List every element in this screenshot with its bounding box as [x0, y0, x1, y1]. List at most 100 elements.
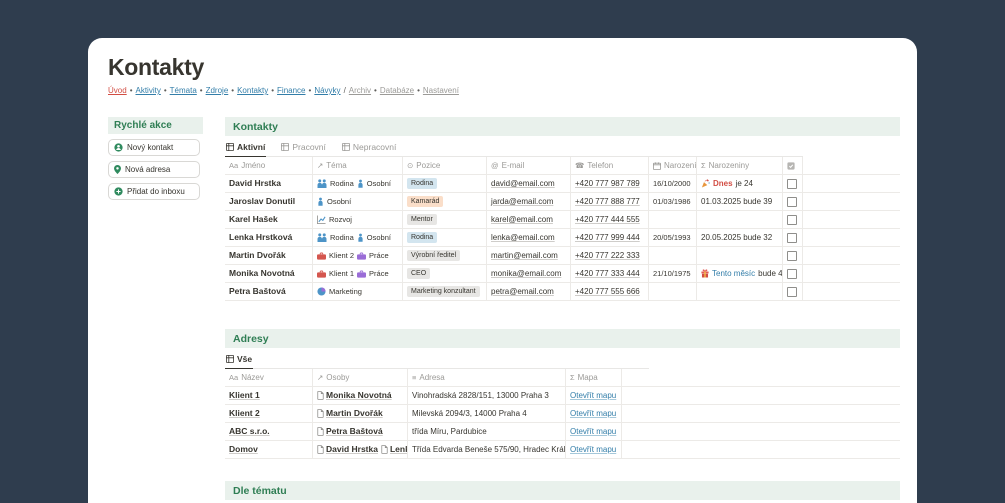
column-header[interactable]: Aa Název	[225, 369, 313, 386]
contact-tema-cell[interactable]: Rodina Osobní	[313, 175, 403, 192]
address-text-cell[interactable]: třída Míru, Pardubice	[408, 423, 566, 440]
breadcrumb-link[interactable]: Aktivity	[135, 86, 161, 95]
address-text-cell[interactable]: Milevská 2094/3, 14000 Praha 4	[408, 405, 566, 422]
checkbox-unchecked[interactable]	[787, 232, 797, 243]
person-link[interactable]: Monika Novotná	[317, 390, 392, 401]
column-header[interactable]: ↗ Osoby	[313, 369, 408, 386]
checkbox-unchecked[interactable]	[787, 196, 797, 207]
contact-birth-cell[interactable]: 21/10/1975	[649, 265, 697, 282]
contact-pozice-cell[interactable]: Výrobní ředitel	[403, 247, 487, 264]
column-header[interactable]: ☎ Telefon	[571, 157, 649, 174]
breadcrumb-link[interactable]: Nastavení	[422, 86, 459, 95]
contact-pozice-cell[interactable]: Rodina	[403, 229, 487, 246]
contact-birth-cell[interactable]	[649, 247, 697, 264]
contact-checkbox-cell[interactable]	[783, 247, 803, 264]
contact-checkbox-cell[interactable]	[783, 265, 803, 282]
contact-birth-cell[interactable]: 01/03/1986	[649, 193, 697, 210]
checkbox-unchecked[interactable]	[787, 214, 797, 225]
contact-birthday-cell[interactable]	[697, 247, 783, 264]
contact-email-cell[interactable]: karel@email.com	[487, 211, 571, 228]
contact-name-cell[interactable]: David Hrstka	[225, 175, 313, 192]
address-people-cell[interactable]: David Hrstka Lenka Hrstková	[313, 441, 408, 458]
contact-phone-cell[interactable]: +420 777 333 444	[571, 265, 649, 282]
contact-checkbox-cell[interactable]	[783, 211, 803, 228]
contact-name-cell[interactable]: Martin Dvořák	[225, 247, 313, 264]
contact-phone-cell[interactable]: +420 777 222 333	[571, 247, 649, 264]
contact-tema-cell[interactable]: Osobní	[313, 193, 403, 210]
open-map-link[interactable]: Otevřít mapu	[570, 409, 617, 418]
contact-email-cell[interactable]: lenka@email.com	[487, 229, 571, 246]
contact-tema-cell[interactable]: Klient 2 Práce	[313, 247, 403, 264]
person-link[interactable]: Lenka Hrstková	[381, 444, 407, 455]
contact-name-cell[interactable]: Karel Hašek	[225, 211, 313, 228]
contact-name-cell[interactable]: Jaroslav Donutil	[225, 193, 313, 210]
contact-birthday-cell[interactable]: Tento měsíc bude 49	[697, 265, 783, 282]
breadcrumb-link[interactable]: Témata	[169, 86, 197, 95]
contact-email-cell[interactable]: jarda@email.com	[487, 193, 571, 210]
contact-name-cell[interactable]: Lenka Hrstková	[225, 229, 313, 246]
person-link[interactable]: Petra Baštová	[317, 426, 383, 437]
contact-phone-cell[interactable]: +420 777 999 444	[571, 229, 649, 246]
address-name-cell[interactable]: Domov	[225, 441, 313, 458]
contact-phone-cell[interactable]: +420 777 555 666	[571, 283, 649, 300]
column-header[interactable]: @ E-mail	[487, 157, 571, 174]
contact-birthday-cell[interactable]: Dnes je 24	[697, 175, 783, 192]
contact-phone-cell[interactable]: +420 777 444 555	[571, 211, 649, 228]
contact-checkbox-cell[interactable]	[783, 229, 803, 246]
contact-name-cell[interactable]: Monika Novotná	[225, 265, 313, 282]
contact-tema-cell[interactable]: Rodina Osobní	[313, 229, 403, 246]
checkbox-unchecked[interactable]	[787, 250, 797, 261]
quick-action-button[interactable]: Přidat do inboxu	[108, 183, 200, 200]
quick-action-button[interactable]: Nová adresa	[108, 161, 200, 178]
checkbox-unchecked[interactable]	[787, 178, 797, 189]
contact-email-cell[interactable]: martin@email.com	[487, 247, 571, 264]
contact-birthday-cell[interactable]	[697, 211, 783, 228]
checkbox-unchecked[interactable]	[787, 268, 797, 279]
contact-phone-cell[interactable]: +420 777 888 777	[571, 193, 649, 210]
contact-email-cell[interactable]: david@email.com	[487, 175, 571, 192]
address-map-cell[interactable]: Otevřít mapu	[566, 441, 622, 458]
view-tab[interactable]: Vše	[225, 352, 254, 369]
contact-pozice-cell[interactable]: CEO	[403, 265, 487, 282]
contact-birthday-cell[interactable]: 01.03.2025 bude 39	[697, 193, 783, 210]
view-tab[interactable]: Pracovní	[280, 140, 327, 156]
breadcrumb-link[interactable]: Zdroje	[205, 86, 229, 95]
contact-checkbox-cell[interactable]	[783, 175, 803, 192]
contact-pozice-cell[interactable]: Rodina	[403, 175, 487, 192]
contact-pozice-cell[interactable]: Marketing konzultant	[403, 283, 487, 300]
breadcrumb-link[interactable]: Finance	[277, 86, 306, 95]
contact-phone-cell[interactable]: +420 777 987 789	[571, 175, 649, 192]
open-map-link[interactable]: Otevřít mapu	[570, 391, 617, 400]
address-name-cell[interactable]: Klient 2	[225, 405, 313, 422]
contact-birth-cell[interactable]: 20/05/1993	[649, 229, 697, 246]
open-map-link[interactable]: Otevřít mapu	[570, 445, 617, 454]
address-map-cell[interactable]: Otevřít mapu	[566, 405, 622, 422]
view-tab[interactable]: Aktivní	[225, 140, 267, 157]
address-text-cell[interactable]: Třída Edvarda Beneše 575/90, Hradec Král…	[408, 441, 566, 458]
breadcrumb-link[interactable]: Návyky	[314, 86, 341, 95]
breadcrumb-link[interactable]: Databáze	[379, 86, 415, 95]
column-header[interactable]: Aa Jméno	[225, 157, 313, 174]
contact-checkbox-cell[interactable]	[783, 193, 803, 210]
contact-checkbox-cell[interactable]	[783, 283, 803, 300]
address-map-cell[interactable]: Otevřít mapu	[566, 423, 622, 440]
address-name-cell[interactable]: Klient 1	[225, 387, 313, 404]
column-header[interactable]: Narození	[649, 157, 697, 174]
address-people-cell[interactable]: Martin Dvořák	[313, 405, 408, 422]
contact-pozice-cell[interactable]: Kamarád	[403, 193, 487, 210]
column-header[interactable]: ↗ Téma	[313, 157, 403, 174]
address-people-cell[interactable]: Monika Novotná	[313, 387, 408, 404]
contact-tema-cell[interactable]: Klient 1 Práce	[313, 265, 403, 282]
column-header[interactable]: ⊙ Pozice	[403, 157, 487, 174]
breadcrumb-link[interactable]: Archiv	[348, 86, 372, 95]
column-header[interactable]	[783, 157, 803, 174]
address-name-cell[interactable]: ABC s.r.o.	[225, 423, 313, 440]
contact-email-cell[interactable]: monika@email.com	[487, 265, 571, 282]
breadcrumb-link[interactable]: Úvod	[108, 86, 127, 95]
quick-action-button[interactable]: Nový kontakt	[108, 139, 200, 156]
column-header[interactable]: Σ Narozeniny	[697, 157, 783, 174]
contact-email-cell[interactable]: petra@email.com	[487, 283, 571, 300]
column-header[interactable]: ≡ Adresa	[408, 369, 566, 386]
contact-tema-cell[interactable]: Marketing	[313, 283, 403, 300]
column-header[interactable]: Σ Mapa	[566, 369, 622, 386]
